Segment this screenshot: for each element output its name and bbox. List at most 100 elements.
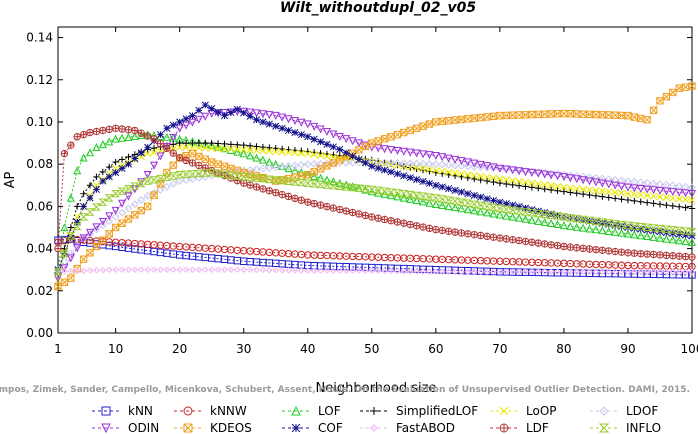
data-point-x <box>499 406 509 416</box>
data-point-triangle-down <box>399 147 408 156</box>
data-point-circle-plus <box>380 215 389 224</box>
data-point-triangle <box>284 164 293 173</box>
data-point-triangle-down <box>201 112 210 121</box>
data-point-diamond <box>406 159 415 168</box>
data-point-x <box>656 193 664 201</box>
data-point-triangle <box>425 198 434 207</box>
data-point-triangle-down <box>406 148 415 157</box>
data-point-square-x <box>425 120 434 128</box>
data-point-diamond <box>496 268 504 276</box>
y-tick-label: 0.12 <box>26 73 53 87</box>
data-point-triangle-down <box>534 169 543 178</box>
data-point-diamond <box>438 268 446 276</box>
data-point-diamond <box>278 162 287 171</box>
data-point-x <box>502 176 510 184</box>
data-point-square-x <box>310 168 318 176</box>
data-point-diamond <box>611 175 620 184</box>
data-point-circle-plus <box>118 125 126 133</box>
data-point-hourglass <box>393 189 402 197</box>
data-point-plus <box>503 180 510 188</box>
data-point-diamond <box>137 196 146 204</box>
data-point-triangle <box>591 225 600 234</box>
data-point-asterisk <box>521 204 530 212</box>
data-point-x <box>598 187 606 195</box>
data-point-triangle <box>598 226 607 235</box>
data-point-diamond <box>572 172 581 180</box>
data-point-square-x <box>99 236 107 244</box>
data-point-diamond <box>503 268 510 276</box>
data-point-x <box>240 145 248 153</box>
data-point-square-x <box>483 113 491 121</box>
data-point-diamond <box>137 266 145 273</box>
data-point-triangle-down <box>502 165 511 174</box>
data-point-diamond <box>111 213 120 221</box>
data-point-triangle <box>502 211 511 220</box>
data-point-circle-plus <box>79 131 88 139</box>
data-point-circle-plus <box>499 423 509 433</box>
data-point-diamond <box>163 266 171 273</box>
data-point-asterisk <box>323 140 331 148</box>
data-point-triangle <box>393 192 402 201</box>
y-tick-label: 0.00 <box>26 326 53 340</box>
data-point-diamond <box>157 266 164 273</box>
data-point-x <box>669 194 677 202</box>
data-point-triangle <box>201 139 210 148</box>
x-tick-label: 50 <box>364 342 379 356</box>
legend-label: KDEOS <box>210 421 252 434</box>
data-point-diamond <box>432 268 440 276</box>
data-point-triangle-down <box>476 160 485 169</box>
data-point-asterisk <box>618 222 626 230</box>
data-point-plus <box>631 197 638 205</box>
x-tick-label: 10 <box>108 342 123 356</box>
data-point-diamond <box>112 266 119 273</box>
data-point-hourglass <box>335 182 345 191</box>
data-point-x <box>265 147 273 155</box>
data-point-hourglass <box>66 232 76 240</box>
data-point-diamond <box>105 217 114 226</box>
data-point-triangle <box>374 188 383 197</box>
data-point-asterisk <box>304 133 312 141</box>
data-point-circle-plus <box>464 230 472 238</box>
data-point-plus <box>259 143 267 151</box>
x-tick-label: 30 <box>236 342 251 356</box>
data-point-x <box>682 195 690 203</box>
data-point-diamond <box>604 175 613 184</box>
data-point-x <box>675 195 683 203</box>
data-point-triangle <box>675 236 684 245</box>
data-point-triangle <box>515 213 524 222</box>
data-point-square-x <box>400 128 408 137</box>
data-point-triangle-down <box>188 118 197 127</box>
data-point-square-x <box>124 215 133 223</box>
data-point-circle-plus <box>541 240 549 248</box>
data-point-circle-plus <box>624 249 632 257</box>
x-tick-label: 100 <box>681 342 698 356</box>
data-point-triangle-down <box>66 254 75 263</box>
data-point-plus <box>547 186 555 194</box>
data-point-circle-plus <box>579 244 587 252</box>
data-point-circle-plus <box>163 144 171 152</box>
data-point-x <box>553 182 562 191</box>
data-point-triangle-down <box>540 170 549 179</box>
data-point-diamond <box>323 267 331 275</box>
data-point-diamond <box>534 168 543 177</box>
data-point-plus <box>611 195 619 202</box>
data-point-diamond <box>611 268 619 276</box>
data-point-x <box>618 189 626 197</box>
data-point-triangle <box>585 224 594 233</box>
data-point-asterisk <box>329 143 337 151</box>
data-point-circle-plus <box>175 154 184 162</box>
legend-label: kNN <box>128 404 153 418</box>
data-point-asterisk <box>131 154 139 163</box>
data-point-plus <box>599 193 606 200</box>
data-point-diamond <box>381 267 388 275</box>
data-point-diamond <box>253 266 260 274</box>
legend-label: SimplifiedLOF <box>396 404 478 418</box>
legend-label: COF <box>318 421 343 434</box>
data-point-square-x <box>412 124 421 132</box>
data-point-square <box>688 271 696 279</box>
data-point-plus <box>189 139 196 147</box>
data-point-square-x <box>323 162 331 170</box>
data-point-triangle-down <box>354 139 363 148</box>
data-point-square-x <box>444 116 453 125</box>
data-point-asterisk <box>438 183 446 191</box>
